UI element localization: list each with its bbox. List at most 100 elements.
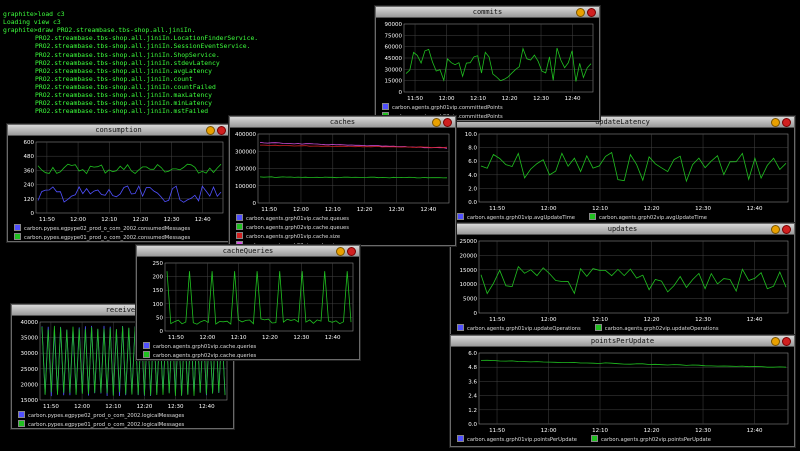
close-icon[interactable]: [347, 247, 356, 256]
legend-label: carbon.agents.grph01vip.updateOperations: [467, 326, 581, 332]
window-title: consumption: [95, 126, 142, 134]
legend-label: carbon.agents.grph02vip.cache.queues: [246, 225, 349, 231]
y-tick-label: 90000: [385, 22, 403, 28]
x-tick-label: 12:30: [293, 335, 309, 341]
terminal-line: PRO2.streambase.tbs-shop.all.jiniIn.avgL…: [35, 66, 212, 75]
window-consumption[interactable]: consumption 600 480 360 240 120 0 11:50 12:00 12…: [7, 124, 230, 242]
title-bar[interactable]: commits: [376, 7, 599, 18]
terminal-line: PRO2.streambase.tbs-shop.all.jiniIn.stde…: [35, 58, 220, 67]
series-line: [480, 265, 787, 295]
terminal-line: graphite>load c3: [3, 10, 65, 19]
minimize-icon[interactable]: [771, 225, 780, 234]
y-tick-label: 60000: [385, 45, 403, 51]
legend-item: carbon.pypes.egpype02_prod_o_com_2002.lo…: [18, 411, 184, 420]
legend-swatch: [590, 435, 598, 442]
legend-label: carbon.pypes.egpype02_prod_o_com_2002.co…: [24, 226, 191, 232]
y-tick-label: 25000: [21, 367, 39, 373]
legend-label: carbon.pypes.egpype01_prod_o_com_2002.lo…: [28, 422, 185, 428]
y-tick-label: 0: [160, 329, 164, 335]
x-tick-label: 12:00: [293, 207, 309, 213]
close-icon[interactable]: [782, 337, 791, 346]
x-tick-label: 12:00: [70, 217, 86, 223]
x-tick-label: 11:50: [39, 217, 55, 223]
legend-swatch: [457, 435, 464, 442]
minimize-icon[interactable]: [576, 8, 585, 17]
x-tick-label: 11:50: [261, 207, 277, 213]
legend-swatch: [589, 213, 596, 220]
series-line: [260, 144, 448, 149]
terminal-line: PRO2.streambase.tbs-shop.all.jiniIn.Sess…: [35, 42, 251, 51]
title-bar[interactable]: updates: [451, 224, 794, 235]
window-caches[interactable]: caches 400000 300000 200000 100000 0 11:50 12:…: [229, 116, 456, 249]
close-icon[interactable]: [217, 126, 226, 135]
x-tick-label: 12:40: [199, 404, 215, 410]
y-tick-label: 30000: [385, 67, 403, 73]
graph-panel: 90000 75000 60000 45000 30000 15000 0 11:50 12:0…: [376, 18, 599, 120]
graph-plot: 250 200 150 100 50 0 11:50 12:00 12:10 12:20 12:30…: [153, 261, 354, 341]
y-tick-label: 0: [31, 211, 35, 217]
close-icon[interactable]: [587, 8, 596, 17]
legend-item: carbon.agents.grph01vip.avgUpdateTime: [457, 213, 575, 222]
graph-plot: 6.0 4.8 3.6 2.4 1.2 0.0 11:50 12:00 12:10 12:20 12…: [468, 351, 789, 434]
window-commits[interactable]: commits 90000 75000 60000 45000 30000 15000 0 1…: [375, 6, 600, 121]
x-tick-label: 12:20: [644, 428, 660, 434]
window-cacheQueries[interactable]: cacheQueries 250 200 150 100 50 0 11:50 12:00 12…: [136, 245, 360, 360]
y-tick-label: 30000: [21, 351, 39, 357]
legend-label: carbon.pypes.egpype02_prod_o_com_2002.lo…: [28, 413, 185, 419]
legend-swatch: [18, 411, 25, 418]
minimize-icon[interactable]: [336, 247, 345, 256]
y-tick-label: 400000: [235, 132, 256, 138]
series-line: [480, 151, 787, 183]
window-updates[interactable]: updates 25000 20000 15000 10000 5000 0 11:50 12…: [450, 223, 795, 336]
y-tick-label: 8.0: [468, 146, 477, 152]
legend-label: carbon.agents.grph01vip.committedPoints: [392, 105, 503, 111]
legend-label: carbon.agents.grph02vip.pointsPerUpdate: [600, 437, 711, 443]
x-tick-label: 12:10: [592, 317, 608, 323]
title-bar[interactable]: cacheQueries: [137, 246, 359, 257]
legend-swatch: [14, 224, 21, 231]
title-bar[interactable]: updateLatency: [451, 117, 794, 128]
x-tick-label: 12:20: [262, 335, 278, 341]
title-bar[interactable]: consumption: [8, 125, 229, 136]
graph-plot: 25000 20000 15000 10000 5000 0 11:50 12:00 12:10…: [460, 239, 789, 323]
y-tick-label: 15000: [21, 398, 39, 404]
title-bar[interactable]: pointsPerUpdate: [451, 336, 794, 347]
y-tick-label: 75000: [385, 33, 403, 39]
x-tick-label: 12:40: [747, 317, 763, 323]
y-tick-label: 10.0: [465, 132, 478, 138]
legend-label: carbon.agents.grph02vip.avgUpdateTime: [599, 215, 707, 221]
window-title: updateLatency: [595, 118, 650, 126]
x-tick-label: 12:00: [439, 96, 455, 102]
y-tick-label: 150: [153, 288, 164, 294]
y-tick-label: 2.4: [468, 394, 477, 400]
x-tick-label: 12:20: [136, 404, 152, 410]
legend-swatch: [236, 223, 243, 230]
minimize-icon[interactable]: [771, 337, 780, 346]
close-icon[interactable]: [443, 118, 452, 127]
y-tick-label: 0: [399, 90, 403, 96]
title-bar[interactable]: caches: [230, 117, 455, 128]
x-tick-label: 12:20: [502, 96, 518, 102]
close-icon[interactable]: [782, 118, 791, 127]
legend: carbon.pypes.egpype02_prod_o_com_2002.lo…: [18, 411, 233, 429]
x-tick-label: 12:40: [420, 207, 436, 213]
y-tick-label: 45000: [385, 56, 403, 62]
legend-item: carbon.agents.grph02vip.updateOperations: [594, 324, 719, 333]
minimize-icon[interactable]: [206, 126, 215, 135]
y-tick-label: 240: [24, 183, 35, 189]
x-tick-label: 12:20: [357, 207, 373, 213]
x-tick-label: 12:30: [164, 217, 180, 223]
window-title: pointsPerUpdate: [590, 337, 655, 345]
window-pointsPerUpdate[interactable]: pointsPerUpdate 6.0 4.8 3.6 2.4 1.2 0.0 11:50 1…: [450, 335, 795, 447]
window-receives[interactable]: receives 40000 35000 30000 25000 20000 15000 1…: [11, 304, 234, 429]
plot-frame: [35, 141, 224, 214]
legend-swatch: [14, 233, 21, 240]
window-updateLatency[interactable]: updateLatency 10.0 8.0 6.0 4.0 2.0 0.0 11:50 12…: [450, 116, 795, 225]
minimize-icon[interactable]: [432, 118, 441, 127]
x-tick-label: 12:30: [168, 404, 184, 410]
window-title: cacheQueries: [222, 247, 274, 255]
x-tick-label: 12:40: [747, 206, 763, 212]
minimize-icon[interactable]: [771, 118, 780, 127]
y-tick-label: 0: [253, 201, 257, 207]
close-icon[interactable]: [782, 225, 791, 234]
